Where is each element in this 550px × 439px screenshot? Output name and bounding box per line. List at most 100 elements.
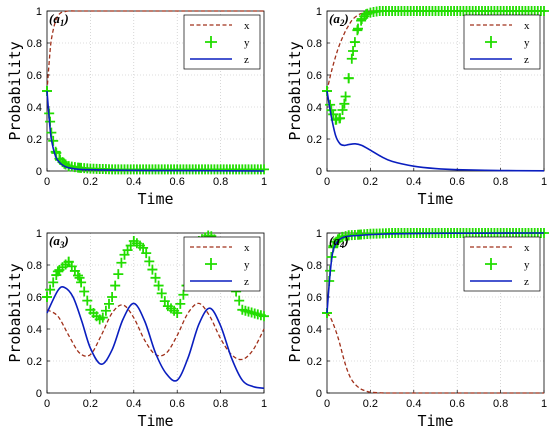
- panel-label-close: ): [343, 233, 348, 248]
- series-z-line: [46, 286, 265, 389]
- series-y-marker: [340, 91, 351, 102]
- series-z-line: [46, 90, 265, 172]
- y-tick-label: 0.2: [27, 356, 42, 368]
- panel-label: (a1): [49, 11, 69, 28]
- series-y-marker: [352, 25, 363, 36]
- panel-label-close: ): [63, 233, 68, 248]
- y-tick-label: 0.8: [307, 38, 322, 50]
- series-y-marker: [147, 264, 158, 275]
- series-y-marker: [100, 305, 111, 316]
- x-tick-label: 0: [324, 176, 330, 188]
- x-tick-label: 0.6: [450, 398, 465, 410]
- series-y-marker: [156, 288, 167, 299]
- series-y-marker: [113, 269, 124, 280]
- y-tick-label: 0.6: [27, 292, 42, 304]
- series-y-marker: [42, 292, 52, 302]
- x-tick-label: 0.6: [170, 398, 185, 410]
- legend-label-y: y: [244, 259, 250, 271]
- series-y-marker: [76, 277, 87, 288]
- series-y-marker: [63, 256, 74, 267]
- panel-label-subscript: 1: [60, 18, 65, 28]
- series-y-marker: [45, 284, 56, 295]
- x-tick-label: 0.2: [363, 176, 378, 188]
- panel-label-close: ): [343, 11, 348, 26]
- legend-y-marker: [205, 258, 217, 270]
- x-tick-label: 0.8: [493, 176, 508, 188]
- series-y-marker: [335, 113, 346, 124]
- legend-label-z: z: [524, 54, 529, 66]
- y-tick-label: 0: [316, 388, 322, 400]
- series-y-marker: [141, 248, 152, 259]
- series-y-marker: [159, 296, 170, 307]
- x-tick-label: 0.4: [406, 398, 421, 410]
- series-y-marker: [138, 242, 149, 253]
- legend-box: [463, 236, 541, 292]
- y-tick-label: 0.2: [307, 134, 322, 146]
- x-tick-label: 1: [261, 176, 267, 188]
- y-tick-label: 1: [316, 228, 322, 240]
- legend-y-marker: [205, 36, 217, 48]
- series-y-marker: [346, 53, 357, 64]
- series-z-line: [326, 90, 545, 172]
- panel-label-subscript: 4: [339, 240, 345, 250]
- legend: xyz: [183, 236, 261, 292]
- legend-label-z: z: [244, 276, 249, 288]
- series-y-marker: [332, 234, 343, 245]
- series-y-marker: [107, 292, 118, 302]
- series-y-marker: [337, 104, 348, 115]
- y-tick-label: 0.6: [307, 70, 322, 82]
- y-tick-label: 0: [316, 166, 322, 178]
- x-tick-label: 0.2: [83, 398, 98, 410]
- series-y-marker: [172, 308, 183, 318]
- y-tick-label: 0.2: [307, 356, 322, 368]
- y-tick-label: 0.6: [27, 70, 42, 82]
- series-x-line: [326, 312, 544, 394]
- y-tick-label: 0.4: [27, 324, 42, 336]
- series-y-marker: [356, 14, 367, 24]
- x-axis-label: Time: [417, 190, 453, 208]
- legend-label-y: y: [244, 37, 250, 49]
- x-tick-label: 1: [261, 398, 267, 410]
- legend-label-y: y: [524, 37, 530, 49]
- panel-2: 0 0.2 0.4 0.6 0.8 1 0 0.2 0.4 0.6 0.8 1 Time Probabil…: [286, 6, 549, 208]
- y-tick-label: 0.8: [27, 38, 42, 50]
- panel-1: 0 0.2 0.4 0.6 0.8 1 0 0.2 0.4 0.6 0.8 1 Time Probabil…: [6, 6, 269, 208]
- x-axis-label: Time: [137, 412, 173, 430]
- legend-box: [463, 14, 541, 70]
- series-y-marker: [82, 295, 93, 306]
- series-y-marker: [97, 312, 108, 323]
- y-axis-label: Probability: [6, 263, 24, 362]
- legend-y-marker: [485, 258, 497, 270]
- series-y-marker: [234, 295, 245, 306]
- legend-label-z: z: [524, 276, 529, 288]
- series-y-marker: [144, 256, 155, 267]
- legend-label-x: x: [244, 242, 250, 254]
- series-y-marker: [48, 277, 59, 288]
- legend-label-x: x: [244, 20, 250, 32]
- series-y-marker: [104, 298, 114, 309]
- series-y-marker: [259, 164, 269, 175]
- series-y-marker: [349, 37, 360, 48]
- x-tick-label: 0.8: [213, 398, 228, 410]
- legend: xyz: [183, 14, 261, 70]
- series-group: [322, 228, 549, 394]
- series-y-marker: [116, 257, 127, 268]
- x-axis-label: Time: [137, 190, 173, 208]
- y-axis-label: Probability: [286, 41, 304, 140]
- panel-4: 0 0.2 0.4 0.6 0.8 1 0 0.2 0.4 0.6 0.8 1 Time Probabil…: [286, 228, 549, 430]
- series-y-marker: [361, 9, 372, 20]
- y-axis-label: Probability: [286, 263, 304, 362]
- panel-label-close: ): [63, 11, 68, 26]
- series-group: [42, 10, 269, 175]
- series-group: [42, 230, 269, 389]
- x-tick-label: 0.4: [126, 176, 141, 188]
- series-y-marker: [79, 286, 90, 297]
- series-y-marker: [343, 73, 354, 84]
- panel-label: (a3): [49, 233, 69, 250]
- x-tick-label: 0: [44, 398, 50, 410]
- series-y-marker: [178, 289, 189, 300]
- series-group: [322, 6, 549, 172]
- series-y-marker: [110, 280, 121, 291]
- y-tick-label: 1: [36, 6, 42, 18]
